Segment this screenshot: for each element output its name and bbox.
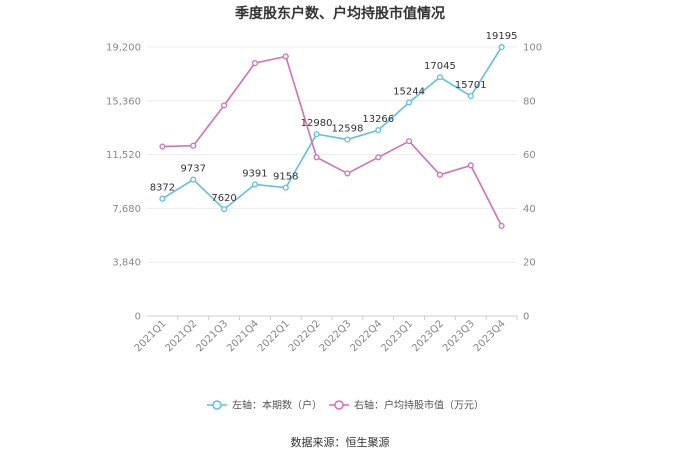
- x-tick-label: 2022Q4: [349, 318, 385, 354]
- data-point: [221, 102, 228, 109]
- x-tick-label: 2022Q2: [287, 318, 323, 354]
- data-label: 12598: [332, 123, 364, 134]
- right-tick-label: 60: [523, 150, 536, 161]
- data-label: 9158: [273, 172, 298, 183]
- legend-label-2: 右轴：户均持股市值（万元）: [354, 399, 484, 412]
- left-axis: 0 3,840 7,680 11,520 15,360 19,200: [106, 43, 141, 323]
- right-tick-label: 40: [523, 204, 536, 215]
- data-point: [190, 176, 197, 183]
- legend-label-1: 左轴：本期数（户）: [232, 399, 322, 412]
- data-point: [190, 142, 197, 149]
- left-tick-label: 7,680: [112, 204, 141, 215]
- x-tick-label: 2022Q1: [256, 318, 292, 354]
- data-label: 9737: [181, 164, 206, 175]
- data-point: [282, 184, 289, 191]
- x-axis: 2021Q12021Q22021Q32021Q42022Q12022Q22022…: [133, 316, 518, 354]
- x-tick-label: 2021Q3: [194, 318, 230, 354]
- x-tick-label: 2023Q1: [379, 318, 415, 354]
- series-line-2: [162, 55, 503, 227]
- data-label: 8372: [150, 183, 175, 194]
- x-tick-label: 2023Q3: [441, 318, 477, 354]
- data-label: 13266: [362, 114, 394, 125]
- data-label: 7620: [211, 193, 236, 204]
- x-tick-label: 2023Q2: [410, 318, 446, 354]
- x-tick-label: 2021Q1: [133, 318, 169, 354]
- data-point: [436, 171, 443, 178]
- x-tick-label: 2021Q2: [164, 318, 200, 354]
- right-tick-label: 80: [523, 96, 536, 107]
- data-label: 9391: [242, 168, 267, 179]
- data-point: [221, 206, 228, 213]
- data-point: [344, 136, 351, 143]
- right-tick-label: 100: [523, 43, 542, 54]
- data-point: [313, 131, 320, 138]
- data-label: 15701: [455, 80, 487, 91]
- data-point: [344, 170, 351, 177]
- right-tick-label: 0: [523, 312, 529, 323]
- left-tick-label: 19,200: [106, 43, 141, 54]
- left-tick-label: 0: [135, 312, 141, 323]
- left-tick-label: 11,520: [106, 150, 141, 161]
- right-tick-label: 20: [523, 258, 536, 269]
- data-point: [406, 138, 413, 145]
- left-tick-label: 15,360: [106, 96, 141, 107]
- data-point: [375, 127, 382, 134]
- data-point: [251, 60, 258, 67]
- legend-marker-1: [212, 400, 222, 410]
- data-point: [498, 44, 505, 51]
- legend-marker-2: [334, 400, 344, 410]
- data-point: [498, 222, 505, 229]
- data-point: [467, 162, 474, 169]
- data-point: [467, 92, 474, 100]
- x-tick-label: 2021Q4: [225, 318, 261, 354]
- legend: 左轴：本期数（户） 右轴：户均持股市值（万元）: [207, 399, 484, 412]
- data-point: [282, 53, 289, 60]
- x-tick-label: 2023Q4: [472, 318, 508, 354]
- data-label: 12980: [301, 118, 333, 129]
- data-point: [436, 74, 443, 81]
- data-point: [159, 195, 166, 202]
- series-line-1: [161, 46, 503, 211]
- data-label: 19195: [486, 31, 518, 42]
- data-point: [313, 154, 320, 161]
- data-point: [406, 99, 413, 106]
- right-axis: 0 20 40 60 80 100: [523, 43, 542, 323]
- data-point: [159, 143, 166, 150]
- chart-title: 季度股东户数、户均持股市值情况: [234, 5, 445, 22]
- data-label: 17045: [424, 61, 456, 72]
- data-point: [375, 154, 382, 161]
- data-point: [251, 181, 258, 188]
- x-tick-label: 2022Q3: [318, 318, 354, 354]
- data-source: 数据来源：恒生聚源: [291, 435, 390, 449]
- data-label: 15244: [393, 86, 425, 97]
- left-tick-label: 3,840: [112, 258, 141, 269]
